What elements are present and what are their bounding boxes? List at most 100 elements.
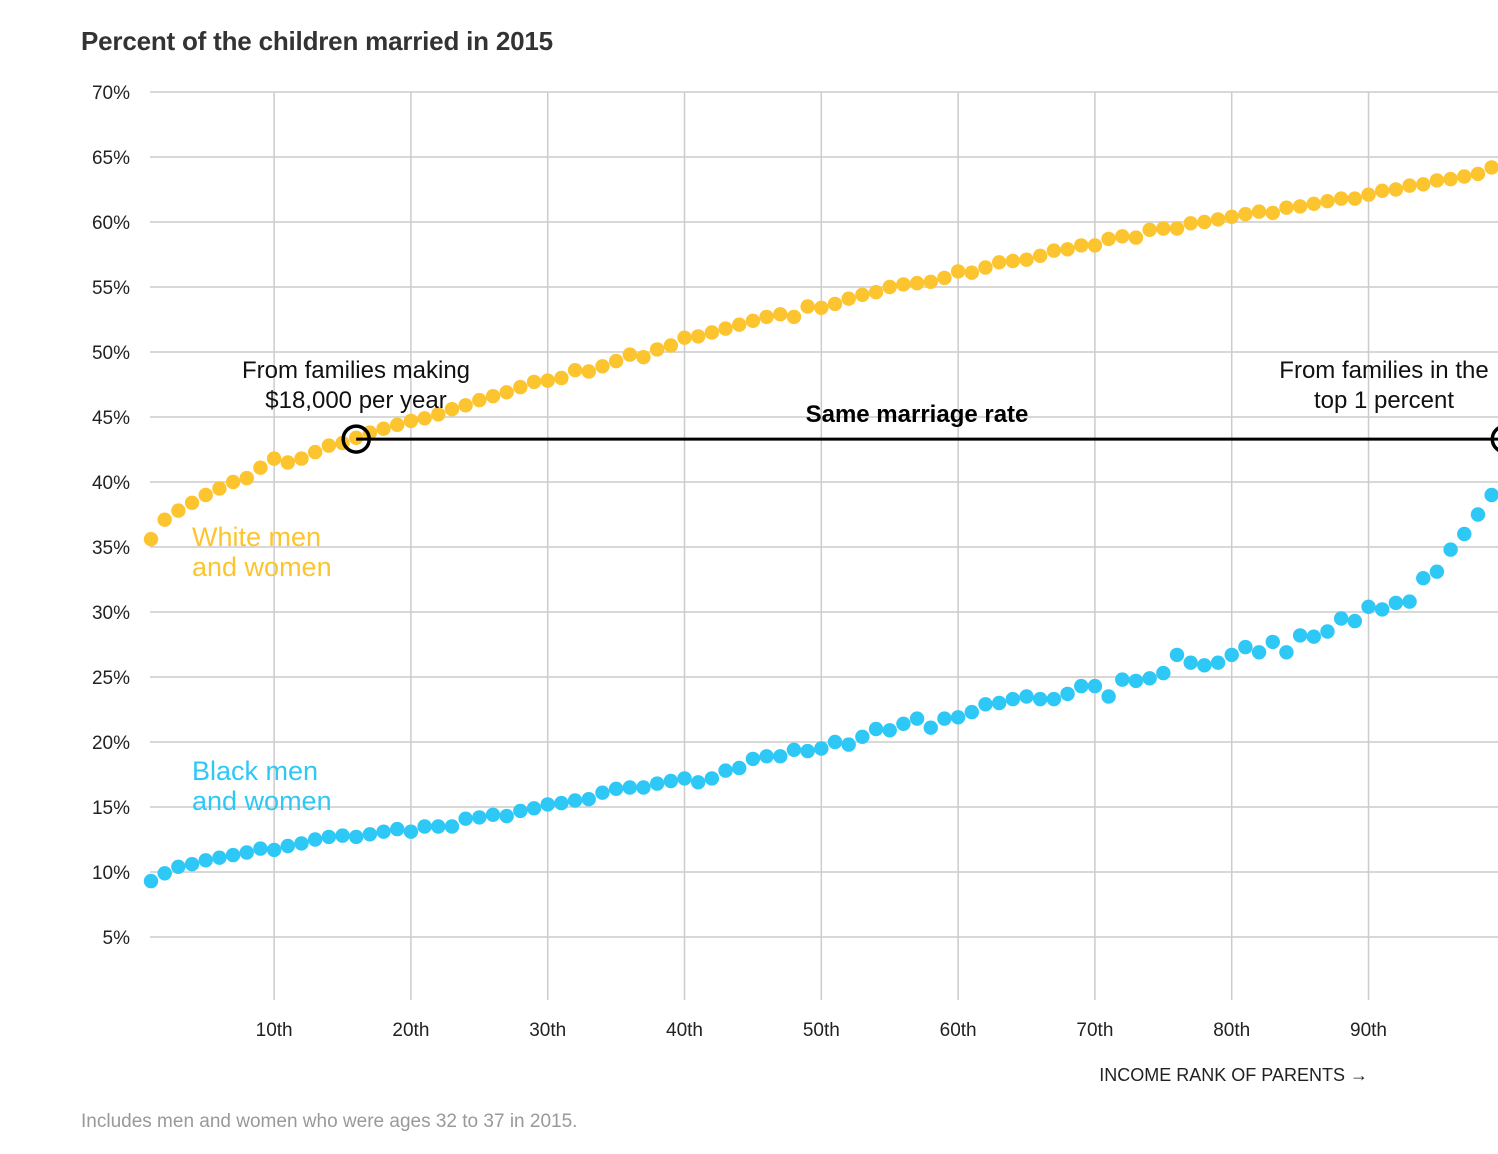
black-point [1115,672,1130,687]
black-point [1142,671,1157,686]
white-point [1484,160,1498,175]
footnote: Includes men and women who were ages 32 … [81,1111,578,1132]
x-axis-tick-labels: 10th 20th 30th 40th 50th 60th 70th 80th 90th [256,1020,1387,1041]
black-point [1375,602,1390,617]
black-point [1183,655,1198,670]
black-point [157,866,172,881]
y-tick-label: 20% [92,733,130,754]
white-point [636,350,651,365]
white-point [1388,182,1404,197]
white-point [1402,178,1417,193]
y-tick-label: 15% [92,798,130,819]
white-point [937,270,952,286]
white-series-points [143,160,1498,547]
black-point [964,704,979,720]
white-point [1333,191,1349,206]
black-point [349,829,364,845]
black-point [663,773,679,789]
same-rate-start-marker [341,424,371,454]
x-tick-label: 30th [529,1020,566,1041]
white-point [157,512,172,527]
black-point [1019,689,1034,704]
white-point [704,325,720,340]
white-point [431,407,446,422]
y-tick-label: 45% [92,408,130,429]
white-point [773,307,788,322]
white-point [1375,183,1390,198]
white-point [1292,199,1308,214]
black-series-label-line2: and women [192,786,332,816]
black-point [513,803,528,819]
chart-title: Percent of the children married in 2015 [81,26,553,56]
white-point [1361,187,1376,202]
black-point [1169,647,1185,663]
black-point [1224,647,1239,663]
black-point [225,847,241,863]
black-point [307,832,323,847]
black-point [335,828,350,843]
x-tick-label: 60th [940,1020,977,1041]
black-point [691,775,706,790]
white-series-label-line2: and women [192,552,332,582]
annotation-left-line1: From families making [242,357,470,384]
white-point [554,370,569,386]
black-point [458,811,473,826]
white-point [1005,253,1021,269]
black-point [184,857,200,872]
black-point [1210,655,1226,670]
white-point [827,296,843,312]
white-point [1128,230,1144,245]
white-point [718,321,733,336]
y-tick-label: 25% [92,668,130,689]
x-tick-label: 50th [803,1020,840,1041]
white-point [732,317,747,332]
same-rate-end-marker [1490,426,1498,452]
black-point [937,711,952,726]
white-point [143,532,159,547]
white-point [1046,243,1062,258]
black-point [1484,487,1498,503]
white-point [1156,221,1171,236]
white-point [171,503,186,518]
white-point [677,330,692,345]
black-point [1443,542,1458,557]
white-point [1320,194,1335,209]
black-point [745,751,761,767]
black-point [1238,639,1253,655]
white-point [1279,200,1294,215]
x-tick-label: 10th [256,1020,293,1041]
white-point [225,474,241,490]
y-tick-label: 50% [92,343,130,364]
black-point [1074,678,1089,694]
y-tick-label: 70% [92,83,130,104]
white-point [1443,171,1458,187]
white-point [444,402,460,417]
same-rate-label: Same marriage rate [806,401,1029,428]
black-point [704,771,720,786]
black-point [239,845,254,860]
y-tick-label: 55% [92,278,130,299]
white-point [198,487,213,503]
y-tick-label: 35% [92,538,130,559]
black-point [636,780,651,795]
white-point [622,347,637,362]
x-tick-label: 80th [1213,1020,1250,1041]
black-series-label-line1: Black men [192,756,318,786]
y-tick-label: 40% [92,473,130,494]
black-point [896,716,911,731]
black-point [649,776,665,791]
white-point [1074,238,1089,253]
black-point [472,810,487,825]
black-point [1279,645,1294,660]
white-point [526,374,542,390]
gridlines [150,91,1498,1000]
black-point [1388,595,1404,611]
white-point [212,481,227,496]
white-point [1019,252,1034,267]
black-point [773,749,788,764]
black-point [1361,599,1376,614]
black-series-points [143,487,1498,889]
white-point [786,309,802,325]
white-point [649,342,665,357]
white-point [909,275,925,291]
